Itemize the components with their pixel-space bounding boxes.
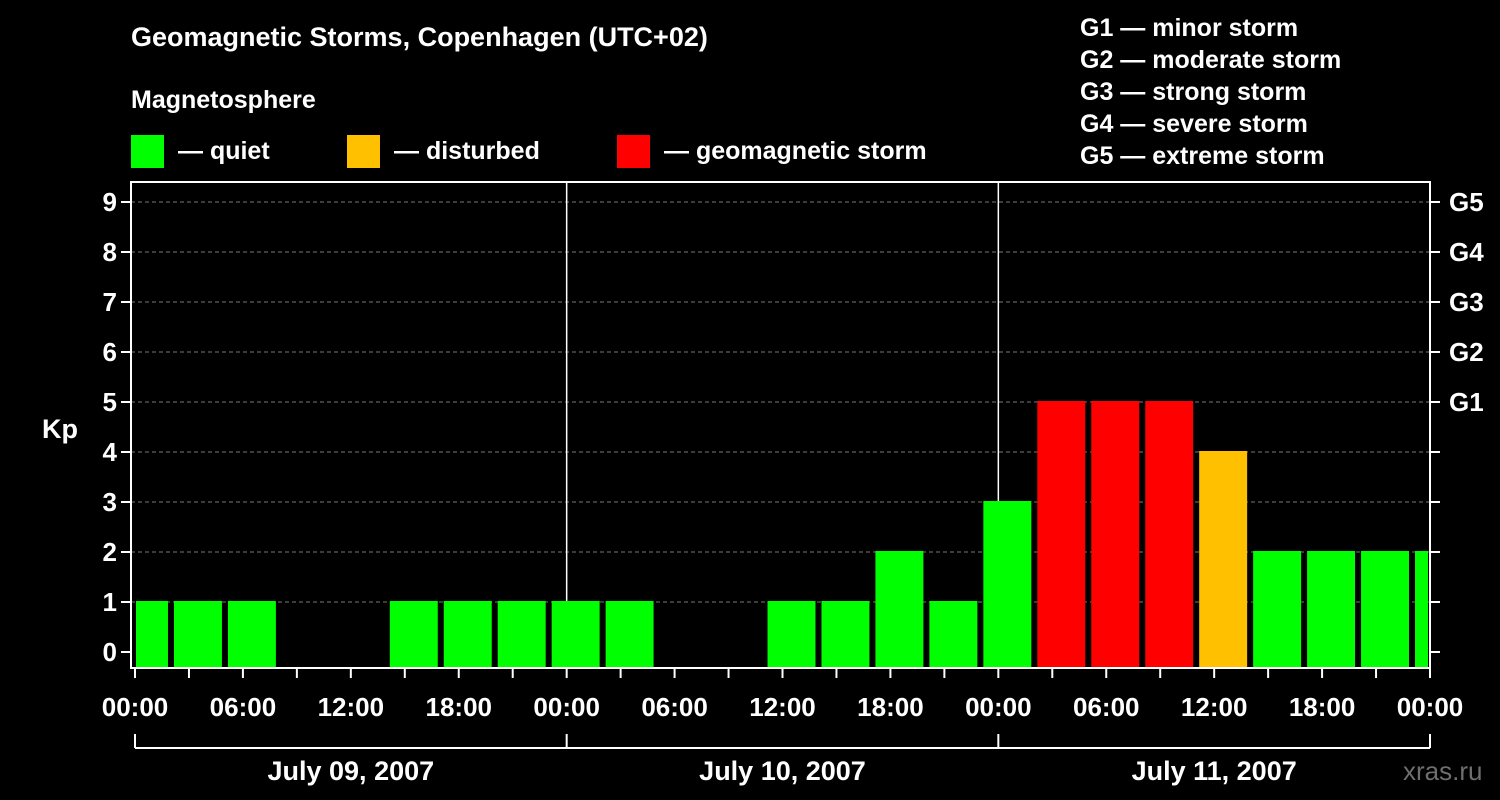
- y-tick-label-0: 0: [103, 637, 117, 667]
- day-label-0: July 09, 2007: [268, 756, 435, 786]
- kp-bar-20: [1199, 451, 1248, 668]
- legend-label-storm: — geomagnetic storm: [664, 136, 927, 165]
- y-tick-label-1: 1: [103, 587, 117, 617]
- kp-bar-19: [1145, 401, 1194, 668]
- watermark: xras.ru: [1403, 756, 1483, 786]
- right-label-g2: G2: [1449, 337, 1484, 367]
- day-label-2: July 11, 2007: [1132, 756, 1297, 786]
- g-level-legend: G1 — minor storm G2 — moderate storm G3 …: [1080, 12, 1341, 172]
- kp-bar-23: [1361, 551, 1410, 668]
- y-tick-label-6: 6: [103, 337, 117, 367]
- legend-swatch-storm: [617, 134, 650, 168]
- x-tick-label-2: 12:00: [318, 692, 385, 722]
- kp-bar-1: [173, 601, 222, 668]
- y-tick-label-9: 9: [103, 187, 117, 217]
- kp-bar-13: [821, 601, 870, 668]
- kp-bar-12: [767, 601, 816, 668]
- kp-bar-16: [983, 501, 1032, 668]
- kp-bar-17: [1037, 401, 1086, 668]
- x-tick-label-7: 18:00: [857, 692, 924, 722]
- x-tick-label-3: 18:00: [426, 692, 493, 722]
- legend-item-quiet: — quiet: [131, 134, 270, 168]
- kp-bar-9: [605, 601, 654, 668]
- x-tick-label-1: 06:00: [210, 692, 277, 722]
- x-tick-label-6: 12:00: [749, 692, 816, 722]
- g-level-g3: G3 — strong storm: [1080, 78, 1307, 106]
- legend-swatch-quiet: [131, 134, 164, 168]
- g-level-g2: G2 — moderate storm: [1080, 46, 1342, 74]
- plot-border: [130, 181, 1431, 669]
- kp-bar-22: [1307, 551, 1356, 668]
- x-tick-label-8: 00:00: [965, 692, 1032, 722]
- g-level-g1: G1 — minor storm: [1080, 14, 1299, 42]
- x-tick-label-12: 00:00: [1397, 692, 1464, 722]
- right-label-g1: G1: [1449, 387, 1484, 417]
- y-tick-label-5: 5: [103, 387, 117, 417]
- kp-bar-8: [551, 601, 600, 668]
- legend-label-disturbed: — disturbed: [394, 136, 540, 165]
- kp-bar-2: [227, 601, 276, 668]
- kp-bar-7: [497, 601, 546, 668]
- kp-bar-0: [136, 601, 168, 668]
- legend-swatch-disturbed: [347, 134, 380, 168]
- y-tick-label-3: 3: [103, 487, 117, 517]
- x-tick-label-5: 06:00: [641, 692, 708, 722]
- y-tick-label-7: 7: [103, 287, 117, 317]
- chart-title: Geomagnetic Storms, Copenhagen (UTC+02): [131, 22, 708, 52]
- y-tick-label-4: 4: [103, 437, 118, 467]
- x-tick-label-11: 18:00: [1289, 692, 1356, 722]
- magnetosphere-heading: Magnetosphere: [131, 86, 316, 114]
- right-label-g4: G4: [1449, 237, 1484, 267]
- day-label-1: July 10, 2007: [699, 756, 866, 786]
- chart-frame: [130, 181, 1431, 669]
- y-tick-label-2: 2: [103, 537, 117, 567]
- x-tick-label-4: 00:00: [533, 692, 600, 722]
- kp-bar-15: [929, 601, 978, 668]
- x-tick-label-0: 00:00: [102, 692, 169, 722]
- kp-bar-21: [1253, 551, 1302, 668]
- legend-item-disturbed: — disturbed: [347, 134, 540, 168]
- legend-label-quiet: — quiet: [178, 136, 270, 165]
- x-tick-label-9: 06:00: [1073, 692, 1140, 722]
- legend-item-storm: — geomagnetic storm: [617, 134, 927, 168]
- x-tick-label-10: 12:00: [1181, 692, 1248, 722]
- g-level-g5: G5 — extreme storm: [1080, 142, 1325, 170]
- kp-bars: [136, 401, 1428, 668]
- right-label-g3: G3: [1449, 287, 1484, 317]
- kp-bar-5: [389, 601, 438, 668]
- y-tick-label-8: 8: [103, 237, 117, 267]
- kp-bar-6: [443, 601, 492, 668]
- chart-axes: 0 1 2 3 4 5 6 7 8 9 Kp G1 G2 G3 G4 G5 00:00 06:00 12:00 18:…: [42, 187, 1484, 786]
- kp-bar-14: [875, 551, 924, 668]
- kp-bar-24: [1415, 551, 1428, 668]
- right-label-g5: G5: [1449, 187, 1484, 217]
- y-axis-label: Kp: [42, 414, 78, 444]
- kp-bar-18: [1091, 401, 1140, 668]
- g-level-g4: G4 — severe storm: [1080, 110, 1308, 138]
